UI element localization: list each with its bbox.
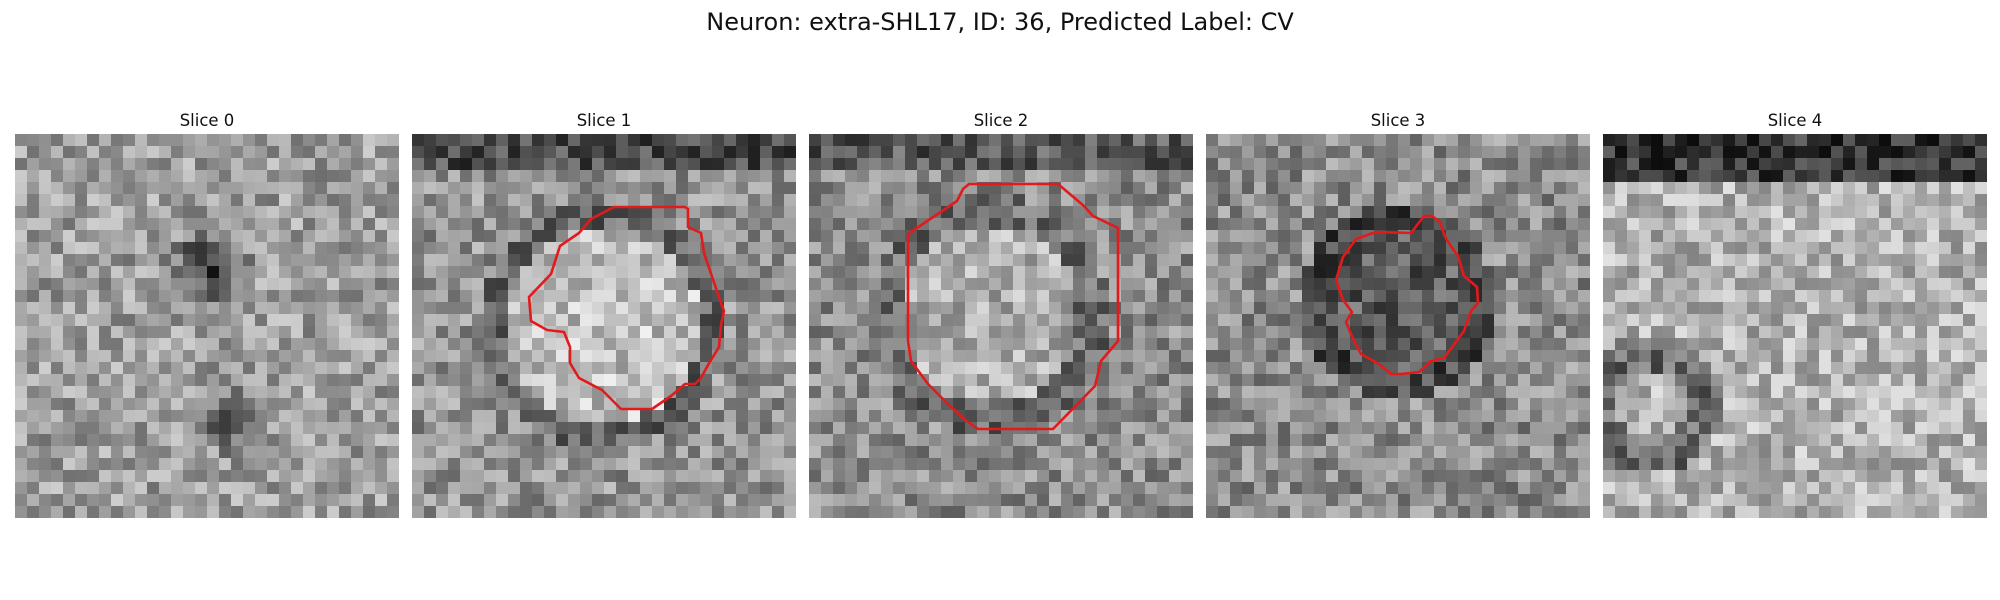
slice-image [412,134,796,518]
segmentation-contour [527,205,726,411]
slice-title: Slice 3 [1370,111,1426,130]
slice-title: Slice 0 [179,111,235,130]
slice-panel-4: Slice 4 [1603,108,1987,518]
slice-panel-2: Slice 2 [809,108,1193,518]
slice-image [809,134,1193,518]
slice-image [15,134,399,518]
slice-panel-1: Slice 1 [412,108,796,518]
slice-title: Slice 1 [576,111,632,130]
slice-title: Slice 2 [973,111,1029,130]
segmentation-contour [1334,214,1480,376]
segmentation-contour [906,182,1120,431]
slice-panel-3: Slice 3 [1206,108,1590,518]
slice-image [1206,134,1590,518]
slice-image [1603,134,1987,518]
figure-title: Neuron: extra-SHL17, ID: 36, Predicted L… [706,8,1294,36]
slice-panel-0: Slice 0 [15,108,399,518]
slice-title: Slice 4 [1767,111,1823,130]
